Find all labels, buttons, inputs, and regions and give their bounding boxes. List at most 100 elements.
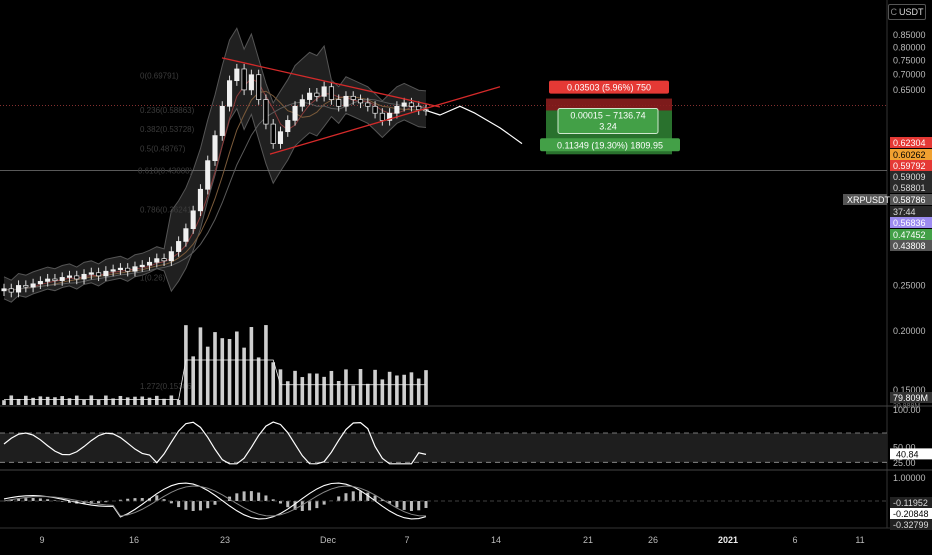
price-tick-label: 0.75000 — [893, 56, 926, 66]
entry-label-line1: 0.00015 ~ 7136.74 — [570, 110, 645, 120]
rsi-tick-label: 25.00 — [893, 458, 916, 468]
candle-body — [53, 279, 57, 281]
volume-bar — [82, 399, 86, 405]
volume-bar — [351, 386, 355, 405]
fib-level-label: 0.382(0.53728) — [140, 125, 195, 134]
candle-body — [220, 106, 224, 135]
candle-body — [140, 265, 144, 266]
candle-body — [31, 284, 35, 287]
volume-bar — [2, 400, 6, 405]
macd-histogram-bar — [250, 491, 253, 501]
candle-body — [111, 270, 115, 272]
fib-level-label: 0(0.69791) — [140, 71, 179, 80]
entry-label-line2: 3.24 — [599, 121, 617, 131]
fib-level-label: 0.5(0.48767) — [140, 145, 186, 154]
candle-body — [118, 268, 122, 270]
candle-body — [336, 100, 340, 107]
volume-bar — [213, 332, 217, 405]
macd-histogram-bar — [286, 501, 289, 507]
candle-body — [184, 229, 188, 242]
candle-body — [307, 93, 311, 99]
time-axis-label: 23 — [220, 535, 230, 545]
volume-bar — [177, 400, 181, 405]
volume-bar — [402, 375, 406, 405]
time-axis-label: 21 — [583, 535, 593, 545]
volume-bar — [148, 398, 152, 405]
volume-bar — [250, 327, 254, 405]
price-tick-label: 0.25000 — [893, 280, 926, 290]
candle-body — [322, 87, 326, 97]
forecast-line[interactable] — [426, 106, 522, 143]
price-tag-label: 0.56836 — [893, 218, 926, 228]
volume-bar — [315, 374, 319, 405]
price-tag-label: 0.59792 — [893, 161, 926, 171]
volume-bar — [322, 377, 326, 405]
volume-bar — [424, 370, 428, 405]
time-axis-label: 14 — [491, 535, 501, 545]
price-tag-label: 0.62304 — [893, 138, 926, 148]
time-axis-label: 2021 — [718, 535, 738, 545]
candle-body — [256, 75, 260, 100]
time-axis-label: 26 — [648, 535, 658, 545]
candle-body — [104, 271, 108, 276]
volume-bar — [60, 396, 64, 405]
time-axis-label: 16 — [129, 535, 139, 545]
time-axis-label: Dec — [320, 535, 337, 545]
macd-tag: -0.20848 — [893, 509, 929, 519]
macd-histogram-bar — [279, 501, 282, 503]
candle-body — [358, 100, 362, 103]
macd-histogram-bar — [395, 501, 398, 507]
candle-body — [300, 100, 304, 107]
macd-histogram-bar — [214, 501, 217, 505]
candle-body — [227, 81, 231, 107]
volume-bar — [301, 377, 305, 405]
volume-bar — [75, 396, 79, 405]
macd-histogram-bar — [308, 501, 311, 510]
macd-histogram-bar — [39, 498, 42, 501]
volume-bar — [119, 396, 123, 405]
candle-body — [242, 69, 246, 90]
candle-body — [264, 100, 268, 125]
macd-histogram-bar — [235, 493, 238, 501]
time-axis-label: 11 — [855, 535, 864, 545]
volume-bar — [206, 347, 210, 405]
volume-bar — [220, 338, 224, 405]
candle-body — [293, 106, 297, 120]
candle-body — [366, 103, 370, 106]
candle-body — [75, 276, 79, 279]
long-position-tool[interactable]: 0.03503 (5.96%) 750 0.00015 ~ 7136.743.24… — [540, 81, 680, 155]
currency-selector[interactable]: C USDT — [888, 4, 926, 20]
fib-retracement: 0(0.69791) 0.236(0.58863) 0.382(0.53728) 0.… — [0, 71, 887, 391]
volume-bar — [308, 373, 312, 405]
macd-signal-line — [4, 486, 426, 516]
price-tick-label: 0.20000 — [893, 326, 926, 336]
forecast-path[interactable] — [426, 106, 522, 143]
candle-body — [417, 106, 421, 109]
candle-body — [67, 276, 71, 278]
price-tag-label: 0.43808 — [893, 241, 926, 251]
macd-histogram-bar — [46, 499, 49, 501]
macd-histogram-bar — [53, 500, 56, 501]
macd-histogram-bar — [177, 501, 180, 507]
macd-histogram-bar — [133, 498, 136, 501]
macd-tick-label: 1.00000 — [893, 473, 926, 483]
volume-bar — [279, 369, 283, 405]
macd-histogram-bar — [337, 496, 340, 501]
candle-body — [315, 93, 319, 96]
time-axis-label: 9 — [39, 535, 44, 545]
candle-body — [2, 289, 6, 291]
symbol-tag: XRPUSDT — [847, 195, 891, 205]
candle-body — [286, 120, 290, 131]
price-tick-label: 0.85000 — [893, 30, 926, 40]
candle-body — [96, 273, 100, 276]
currency-label: USDT — [899, 7, 924, 17]
stop-label: 0.03503 (5.96%) 750 — [567, 83, 651, 93]
price-tag-label: 37:44 — [893, 207, 916, 217]
price-tag-label: 0.60262 — [893, 150, 926, 160]
volume-bar — [344, 369, 348, 405]
price-tick-label: 0.70000 — [893, 70, 926, 80]
fib-level-label: 0.236(0.58863) — [140, 106, 195, 115]
